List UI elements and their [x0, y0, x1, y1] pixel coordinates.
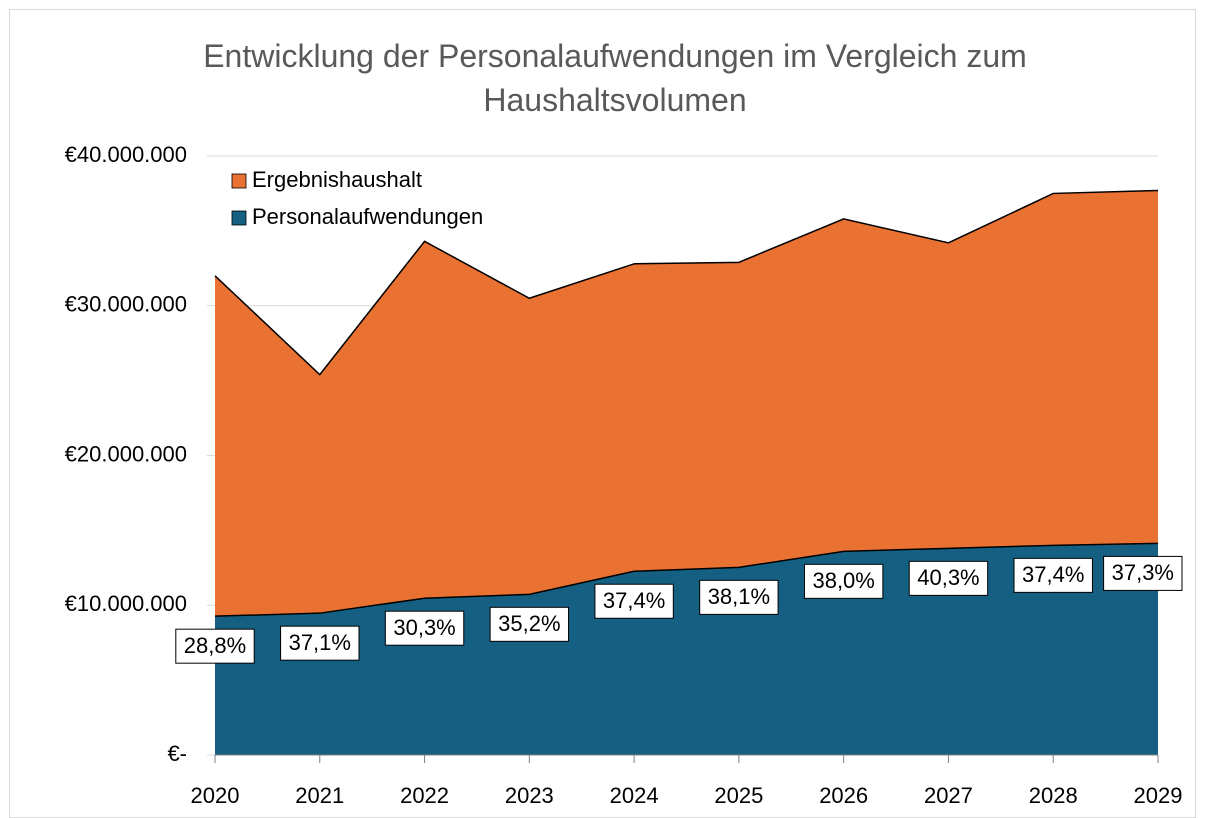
- x-tick-label: 2029: [1134, 783, 1183, 808]
- data-label-text: 35,2%: [498, 611, 560, 636]
- data-label-box: [384, 610, 465, 646]
- data-label: 40,3%: [908, 560, 989, 596]
- data-label-box: [1013, 557, 1093, 593]
- data-label-box: [699, 579, 779, 615]
- y-tick-label: €40.000.000: [65, 142, 187, 167]
- data-label-text: 38,1%: [708, 584, 770, 609]
- legend-swatch: [231, 210, 247, 226]
- chart-title: Entwicklung der Personalaufwendungen im …: [203, 38, 1027, 118]
- data-label-box: [489, 606, 570, 642]
- y-tick-label: €10.000.000: [65, 591, 187, 616]
- data-label-text: 37,3%: [1112, 560, 1174, 585]
- data-label: 37,4%: [1013, 557, 1093, 593]
- data-label-text: 37,4%: [1022, 562, 1084, 587]
- x-tick-label: 2028: [1029, 783, 1078, 808]
- data-label: 30,3%: [384, 610, 465, 646]
- y-tick-label: €-: [167, 741, 187, 766]
- data-label-text: 37,1%: [289, 630, 351, 655]
- data-label-text: 28,8%: [184, 633, 246, 658]
- data-label: 35,2%: [489, 606, 570, 642]
- data-label: 38,0%: [803, 563, 884, 599]
- data-label-box: [908, 560, 989, 596]
- x-tick-label: 2025: [714, 783, 763, 808]
- data-label: 38,1%: [699, 579, 779, 615]
- data-label-text: 30,3%: [393, 615, 455, 640]
- data-label-box: [803, 563, 884, 599]
- y-tick-label: €20.000.000: [65, 441, 187, 466]
- data-label: 37,4%: [594, 583, 674, 619]
- legend-swatch: [231, 173, 247, 189]
- y-tick-label: €30.000.000: [65, 292, 187, 317]
- legend-label: Ergebnishaushalt: [252, 167, 422, 192]
- data-label-box: [175, 628, 255, 664]
- x-tick-label: 2021: [295, 783, 344, 808]
- data-label: 37,1%: [280, 625, 360, 661]
- data-label-box: [594, 583, 674, 619]
- x-tick-label: 2022: [400, 783, 449, 808]
- data-label-text: 38,0%: [812, 568, 874, 593]
- area-outline: [214, 542, 1159, 617]
- x-tick-label: 2027: [924, 783, 973, 808]
- data-label: 37,3%: [1103, 555, 1183, 591]
- data-label-box: [280, 625, 360, 661]
- data-label-text: 37,4%: [603, 588, 665, 613]
- x-tick-label: 2026: [819, 783, 868, 808]
- x-tick-label: 2020: [191, 783, 240, 808]
- area: [215, 543, 1158, 755]
- area-outline: [214, 189, 1159, 376]
- legend-label: Personalaufwendungen: [252, 204, 483, 229]
- data-label-text: 40,3%: [917, 565, 979, 590]
- x-tick-label: 2024: [610, 783, 659, 808]
- data-label-box: [1103, 555, 1183, 591]
- x-tick-label: 2023: [505, 783, 554, 808]
- data-label: 28,8%: [175, 628, 255, 664]
